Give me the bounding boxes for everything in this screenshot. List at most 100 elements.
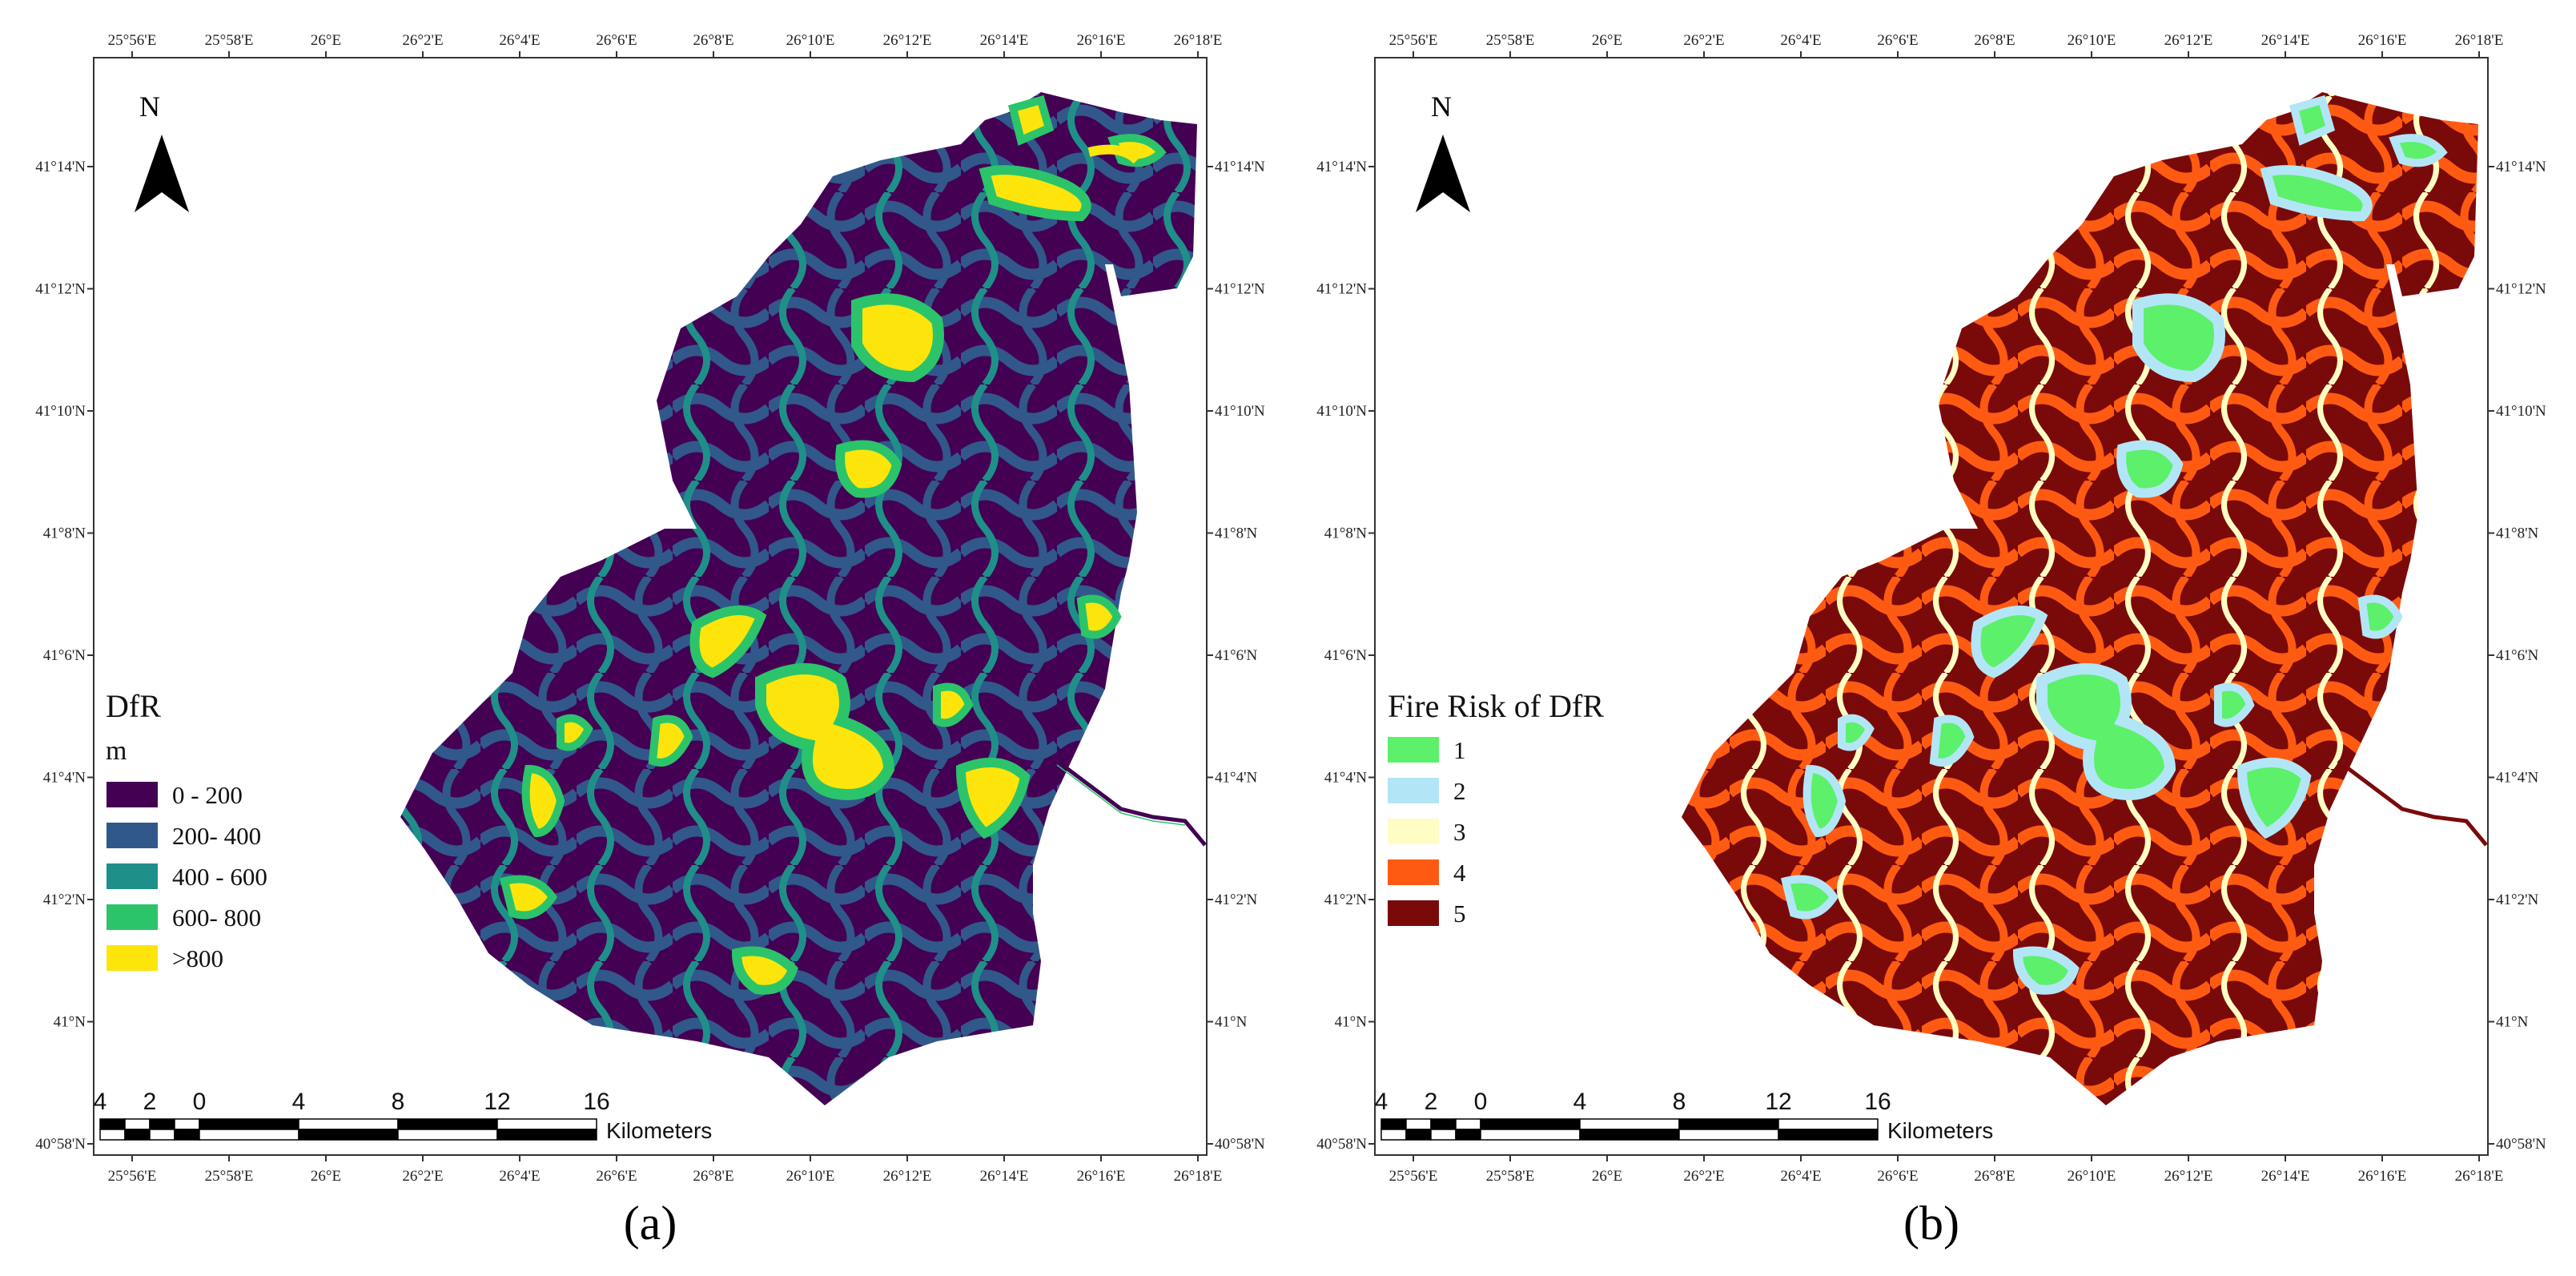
- scale-segment: [99, 1118, 126, 1130]
- scale-segment: [1678, 1129, 1779, 1141]
- y-tick-label: 41°6'N: [43, 647, 86, 664]
- x-tick-label: 26°14'E: [2261, 1168, 2310, 1185]
- river-channel-edge: [1056, 764, 1186, 826]
- y-tick-label: 41°14'N: [1316, 159, 1367, 175]
- x-tick-label: 26°4'E: [499, 32, 540, 49]
- scale-label: 12: [1765, 1089, 1791, 1115]
- scale-segment: [174, 1129, 200, 1141]
- x-tick-label: 26°E: [311, 1168, 341, 1185]
- x-tick-label: 26°18'E: [1174, 1168, 1223, 1185]
- scale-label: 4: [1573, 1089, 1587, 1115]
- y-tick-label: 41°12'N: [35, 281, 86, 298]
- y-tick-label: 41°6'N: [1215, 647, 1258, 664]
- y-tick-label: 41°10'N: [35, 403, 86, 420]
- scale-segment: [1579, 1129, 1680, 1141]
- scale-segment: [199, 1118, 299, 1130]
- y-tick-label: 41°10'N: [1215, 403, 1265, 420]
- scale-segment: [496, 1118, 597, 1130]
- scale-label: 8: [1673, 1089, 1686, 1115]
- scale-segment: [149, 1118, 175, 1130]
- x-tick-label: 26°E: [1592, 32, 1622, 49]
- y-tick-label: 41°2'N: [1215, 892, 1258, 908]
- panel-caption: (a): [624, 1197, 677, 1250]
- legend-swatch: [1388, 778, 1439, 803]
- x-tick-label: 26°12'E: [2164, 1168, 2213, 1185]
- y-tick-label: 41°N: [1215, 1014, 1248, 1031]
- x-tick-label: 26°2'E: [402, 1168, 443, 1185]
- scale-label: 16: [583, 1089, 609, 1115]
- x-tick-label: 26°10'E: [2068, 1168, 2116, 1185]
- scale-segment: [1455, 1129, 1481, 1141]
- scale-segment: [1430, 1129, 1457, 1141]
- low-risk-patches: [1780, 95, 2448, 995]
- panel-caption: (b): [1903, 1197, 1959, 1250]
- y-tick-label: 41°12'N: [2496, 281, 2546, 298]
- panel-a-map: 25°56'E 25°56'E 25°58'E 25°58'E 26°E 26°E 26°2…: [35, 32, 1265, 1250]
- x-tick-label: 25°58'E: [205, 32, 254, 49]
- scale-label: 4: [1375, 1089, 1388, 1115]
- x-tick-label: 26°16'E: [2358, 32, 2407, 49]
- scale-segment: [397, 1129, 498, 1141]
- x-tick-label: 26°16'E: [1077, 1168, 1126, 1185]
- legend-label: 5: [1453, 900, 1466, 928]
- x-tick-label: 25°58'E: [205, 1168, 254, 1185]
- scale-segment: [124, 1118, 151, 1130]
- y-tick-label: 41°4'N: [43, 770, 86, 787]
- y-tick-label: 40°58'N: [1215, 1136, 1265, 1153]
- legend-swatch: [106, 782, 158, 807]
- scale-segment: [1455, 1118, 1481, 1130]
- x-tick-label: 26°2'E: [1683, 1168, 1724, 1185]
- x-tick-label: 26°10'E: [2068, 32, 2116, 49]
- scale-segment: [1678, 1118, 1779, 1130]
- study-area-raster: [1682, 92, 2478, 1105]
- x-tick-label: 26°8'E: [1974, 1168, 2015, 1185]
- y-tick-label: 41°14'N: [1215, 159, 1265, 175]
- study-area-raster: [400, 92, 1197, 1105]
- scale-label: 2: [1425, 1089, 1438, 1115]
- legend-swatch: [106, 823, 158, 848]
- scale-label: 0: [1474, 1089, 1488, 1115]
- legend-swatch: [1388, 737, 1439, 763]
- scale-segment: [298, 1118, 399, 1130]
- scale-label: 4: [94, 1089, 107, 1115]
- x-tick-label: 26°8'E: [693, 1168, 733, 1185]
- y-tick-label: 41°6'N: [1324, 647, 1368, 664]
- legend-label: 600- 800: [172, 904, 261, 932]
- scale-label: 8: [392, 1089, 405, 1115]
- y-tick-label: 41°2'N: [2496, 892, 2539, 908]
- scale-label: 16: [1864, 1089, 1891, 1115]
- scale-segment: [1480, 1118, 1581, 1130]
- x-tick-label: 25°56'E: [108, 1168, 157, 1185]
- y-tick-label: 41°8'N: [1215, 525, 1258, 542]
- legend-label: 0 - 200: [172, 781, 243, 809]
- legend: DfR m 0 - 200 200- 400 400 - 600 600- 800 >8…: [106, 688, 267, 972]
- legend-label: 400 - 600: [172, 863, 267, 891]
- north-label: N: [1431, 91, 1452, 123]
- scale-segment: [1430, 1118, 1457, 1130]
- x-tick-label: 26°6'E: [596, 32, 637, 49]
- x-tick-label: 25°56'E: [108, 32, 157, 49]
- scale-segment: [1380, 1118, 1407, 1130]
- river-channel: [1055, 759, 1207, 847]
- x-tick-label: 26°2'E: [402, 32, 443, 49]
- legend-swatch: [1388, 859, 1439, 885]
- y-tick-label: 41°N: [2496, 1014, 2529, 1031]
- y-tick-label: 41°14'N: [2496, 159, 2546, 175]
- x-tick-label: 26°12'E: [2164, 32, 2213, 49]
- panel-b-map: 25°56'E 25°56'E 25°58'E 25°58'E 26°E 26°E 26°2…: [1316, 32, 2546, 1250]
- scale-label: 4: [292, 1089, 306, 1115]
- river-channel: [2337, 759, 2488, 847]
- y-tick-label: 40°58'N: [2496, 1136, 2546, 1153]
- scale-segment: [1380, 1129, 1407, 1141]
- x-tick-label: 26°6'E: [1877, 32, 1918, 49]
- x-tick-label: 26°4'E: [499, 1168, 540, 1185]
- scale-bar: 4 2 0 4 8 12 16 Kilometers: [94, 1089, 713, 1143]
- y-tick-label: 41°N: [54, 1014, 86, 1031]
- y-tick-label: 41°4'N: [2496, 770, 2539, 787]
- scale-segment: [496, 1129, 597, 1141]
- y-tick-label: 41°10'N: [1316, 403, 1367, 420]
- north-arrow: N: [1416, 91, 1470, 212]
- legend-label: 200- 400: [172, 822, 261, 850]
- scale-segment: [298, 1129, 399, 1141]
